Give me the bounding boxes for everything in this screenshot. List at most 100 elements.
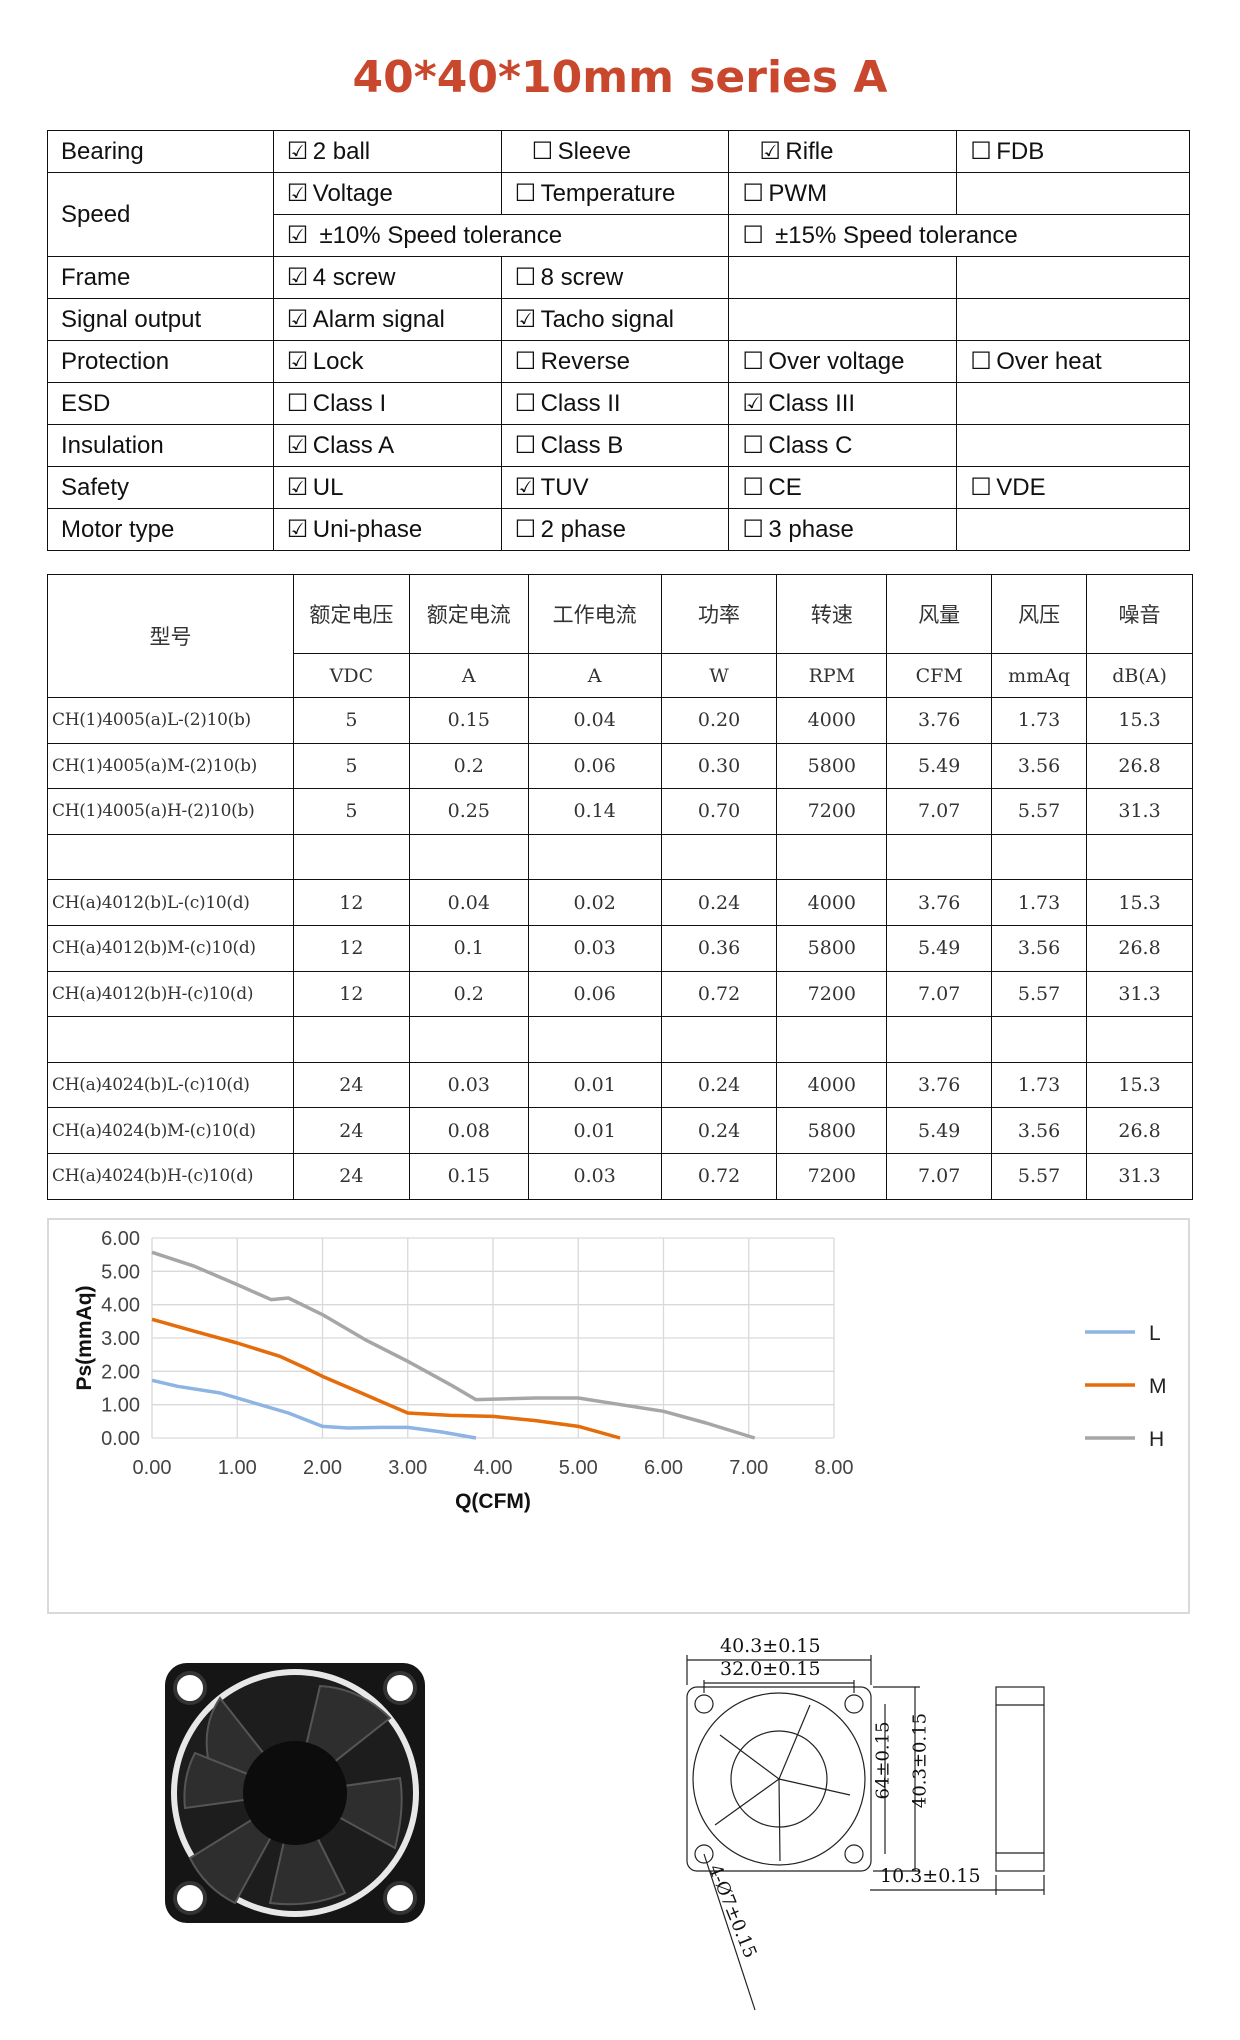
header-cell: 额定电流 [408,574,529,654]
unit-cell: W [660,653,778,698]
model-value: 5 [292,697,410,744]
model-value: 26.8 [1086,924,1193,972]
model-value: 0.25 [408,788,529,835]
option-label: Class III [768,390,856,417]
option-cell: ☐ Class I [272,382,502,425]
spec-row-speed-tolerance: ☑ ±10% Speed tolerance ☐ ±15% Speed tole… [48,214,1190,257]
checked-box-icon: ☑ [286,138,309,165]
unit-cell: dB(A) [1086,653,1193,698]
spec-row-motor: Motor type ☑ Uni-phase ☐ 2 phase ☐ 3 phase [47,508,1190,551]
spec-label: ESD [47,382,274,425]
y-tick-label: 0.00 [101,1428,140,1450]
checked-box-icon: ☑ [286,264,309,291]
model-value: 0.72 [660,1152,778,1200]
spec-label: Protection [47,340,274,383]
model-value: 5 [292,742,410,790]
unchecked-box-icon: ☐ [286,390,309,417]
empty-cell [527,1016,662,1063]
fan-photo [165,1663,425,1923]
unchecked-box-icon: ☐ [970,474,992,501]
option-label: UL [312,474,344,501]
option-label: Class B [540,432,624,459]
series-line-M [151,1317,621,1440]
option-cell: ☐ Over heat [956,340,1190,383]
unchecked-box-icon: ☐ [514,516,537,543]
model-value: 0.1 [408,924,529,972]
spec-label: Motor type [47,508,274,551]
option-cell: ☑ Alarm signal [272,298,502,341]
option-label: ±10% Speed tolerance [319,222,563,249]
model-value: 3.56 [991,1107,1088,1154]
model-value: 0.03 [527,1152,662,1200]
spec-label: Insulation [47,424,274,467]
spec-label: Signal output [47,298,274,341]
option-label: Class I [312,390,387,417]
option-cell: ☑ 4 screw [272,256,502,299]
empty-cell [956,382,1190,425]
x-tick-label: 3.00 [388,1457,427,1479]
header-cell: 风量 [886,574,993,654]
x-axis-label: Q(CFM) [455,1490,531,1513]
model-value: 0.06 [527,970,662,1018]
option-label: CE [768,474,802,501]
model-value: 12 [292,924,410,972]
model-value: 0.20 [660,697,778,744]
model-value: 24 [292,1107,410,1154]
empty-cell [956,424,1190,467]
model-value: 24 [292,1061,410,1109]
unchecked-box-icon: ☐ [742,180,764,207]
model-value: 5 [292,788,410,835]
model-value: 0.03 [408,1061,529,1109]
option-label: Uni-phase [312,516,423,543]
model-row: CH(a)4012(b)L-(c)10(d) 12 0.04 0.02 0.24 4000… [47,879,1193,926]
model-value: 31.3 [1086,788,1193,835]
model-name: CH(a)4012(b)M-(c)10(d) [47,924,294,972]
model-name: CH(1)4005(a)H-(2)10(b) [47,788,294,835]
option-cell: ☑ Lock [272,340,502,383]
header-cell: 风压 [991,574,1088,654]
option-label: Sleeve [557,138,631,165]
option-label: Over heat [996,348,1102,375]
model-row: CH(a)4012(b)H-(c)10(d) 12 0.2 0.06 0.72 7200 7… [47,970,1193,1018]
checked-box-icon: ☑ [514,306,537,333]
unchecked-box-icon: ☐ [531,138,554,165]
option-cell: ☑ Class III [728,382,958,425]
model-value: 0.01 [527,1061,662,1109]
series-line-L [151,1378,477,1440]
option-cell: ☑ Voltage [272,172,502,215]
model-name: CH(a)4024(b)H-(c)10(d) [47,1152,294,1200]
empty-cell [1086,1016,1193,1063]
unchecked-box-icon: ☐ [970,348,992,375]
model-value: 15.3 [1086,697,1193,744]
model-value: 5.57 [991,1152,1088,1200]
unchecked-box-icon: ☐ [742,516,764,543]
checked-box-icon: ☑ [759,138,781,165]
option-cell: ☑ Tacho signal [500,298,730,341]
option-label: Class A [312,432,395,459]
unchecked-box-icon: ☐ [742,348,764,375]
option-cell: ☐ Class II [500,382,730,425]
spec-row-signal: Signal output ☑ Alarm signal ☑ Tacho signa… [47,298,1190,341]
spec-row-insulation: Insulation ☑ Class A ☐ Class B ☐ Class C [47,424,1190,467]
header-model: 型号 [47,574,294,698]
unchecked-box-icon: ☐ [742,474,764,501]
model-value: 5800 [776,1107,888,1154]
unit-cell: RPM [776,653,888,698]
chart-svg: 0.00 1.00 2.00 3.00 4.00 5.00 6.00 7.00 8.00 0.00… [73,1228,1167,1513]
model-value: 26.8 [1086,1107,1193,1154]
x-tick-label: 5.00 [559,1457,598,1479]
model-value: 0.15 [408,697,529,744]
option-cell: ☑ 2 ball [272,130,502,173]
spec-table: Bearing ☑ 2 ball ☐ Sleeve ☑ Rifle ☐ FDB Spee… [47,130,1190,551]
checked-box-icon: ☑ [286,516,309,543]
option-cell: ☐ VDE [956,466,1190,509]
spec-row-safety: Safety ☑ UL ☑ TUV ☐ CE ☐ VDE [47,466,1190,509]
option-label: Class C [768,432,853,459]
model-value: 31.3 [1086,1152,1193,1200]
model-header-row: 型号 额定电压 额定电流 工作电流 功率 转速 风量 风压 噪音 [47,574,1193,698]
unchecked-box-icon: ☐ [970,138,992,165]
model-row: CH(a)4012(b)M-(c)10(d) 12 0.1 0.03 0.36 5800 5… [47,924,1193,972]
checked-box-icon: ☑ [286,432,309,459]
empty-cell [660,1016,778,1063]
model-value: 5800 [776,924,888,972]
